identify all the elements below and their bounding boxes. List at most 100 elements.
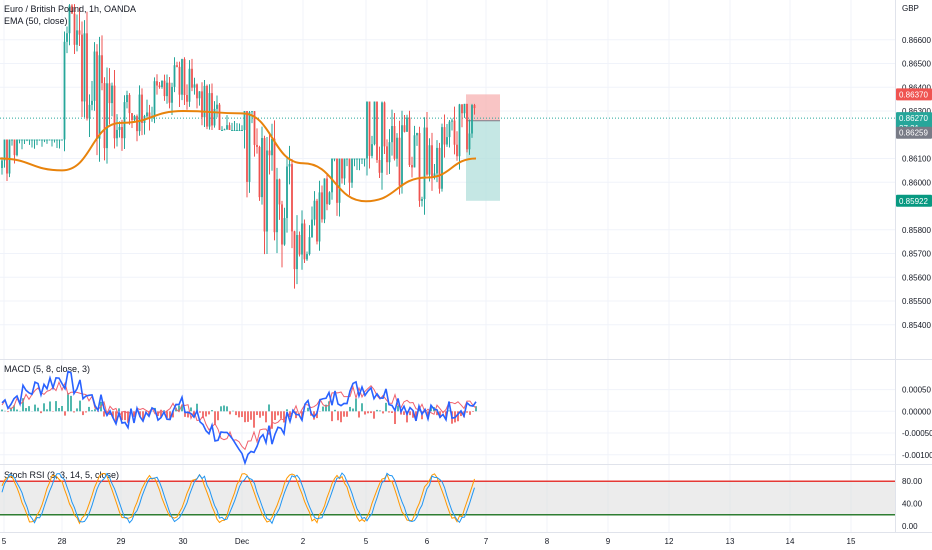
candle-down[interactable] xyxy=(393,112,396,161)
candle-up[interactable] xyxy=(346,158,348,167)
candle-down[interactable] xyxy=(383,101,386,154)
candle-up[interactable] xyxy=(238,123,241,131)
candle-up[interactable] xyxy=(448,119,451,148)
candle-up[interactable] xyxy=(266,136,268,255)
candle-up[interactable] xyxy=(358,158,361,171)
candle-up[interactable] xyxy=(463,103,466,118)
candle-down[interactable] xyxy=(196,83,198,109)
candle-down[interactable] xyxy=(168,76,171,109)
candle-up[interactable] xyxy=(58,139,61,149)
candle-up[interactable] xyxy=(243,111,246,149)
candle-up[interactable] xyxy=(288,145,291,185)
candle-up[interactable] xyxy=(38,139,41,141)
candle-down[interactable] xyxy=(411,156,413,178)
candle-down[interactable] xyxy=(398,120,401,195)
candle-up[interactable] xyxy=(421,196,423,207)
candle-down[interactable] xyxy=(121,119,123,151)
candle-up[interactable] xyxy=(371,135,373,159)
candle-down[interactable] xyxy=(201,82,203,126)
candle-up[interactable] xyxy=(93,42,96,111)
candle-up[interactable] xyxy=(41,139,43,147)
candle-down[interactable] xyxy=(158,81,161,89)
candle-up[interactable] xyxy=(251,111,253,124)
candle-up[interactable] xyxy=(468,119,471,155)
candle-up[interactable] xyxy=(126,90,128,109)
ema-50-line[interactable] xyxy=(0,109,477,203)
candle-up[interactable] xyxy=(53,139,56,143)
candle-down[interactable] xyxy=(298,231,301,257)
candle-up[interactable] xyxy=(283,207,286,246)
candle-down[interactable] xyxy=(258,145,261,201)
candle-up[interactable] xyxy=(301,210,303,270)
candle-up[interactable] xyxy=(116,114,118,147)
candle-up[interactable] xyxy=(146,99,148,120)
candle-up[interactable] xyxy=(216,95,218,118)
candle-up[interactable] xyxy=(446,123,448,147)
candle-up[interactable] xyxy=(188,60,191,107)
candle-up[interactable] xyxy=(63,31,66,152)
candle-up[interactable] xyxy=(381,101,383,190)
candle-up[interactable] xyxy=(83,20,86,118)
candle-down[interactable] xyxy=(273,120,276,241)
candle-up[interactable] xyxy=(111,82,113,117)
candle-up[interactable] xyxy=(171,82,173,115)
candle-down[interactable] xyxy=(278,178,281,220)
candle-up[interactable] xyxy=(328,191,331,205)
candle-up[interactable] xyxy=(208,84,211,130)
candle-up[interactable] xyxy=(271,123,273,171)
candle-up[interactable] xyxy=(353,158,356,167)
candle-down[interactable] xyxy=(341,158,343,184)
candle-up[interactable] xyxy=(366,101,368,176)
candle-up[interactable] xyxy=(61,139,63,141)
candle-down[interactable] xyxy=(183,57,186,105)
candle-up[interactable] xyxy=(458,103,461,170)
candle-up[interactable] xyxy=(413,125,416,168)
candle-up[interactable] xyxy=(276,167,278,254)
candle-up[interactable] xyxy=(236,123,238,131)
candle-up[interactable] xyxy=(18,139,21,144)
candle-up[interactable] xyxy=(11,139,13,146)
candle-up[interactable] xyxy=(173,57,176,93)
candle-down[interactable] xyxy=(228,122,231,130)
candle-down[interactable] xyxy=(218,102,221,130)
candle-down[interactable] xyxy=(431,132,433,191)
candle-down[interactable] xyxy=(186,84,188,110)
candle-up[interactable] xyxy=(308,225,311,256)
candle-down[interactable] xyxy=(131,113,133,128)
candle-up[interactable] xyxy=(43,139,46,143)
candle-down[interactable] xyxy=(253,111,256,157)
candle-down[interactable] xyxy=(368,101,371,169)
candle-down[interactable] xyxy=(163,74,166,101)
candle-down[interactable] xyxy=(408,110,411,167)
candle-down[interactable] xyxy=(461,104,463,128)
candle-up[interactable] xyxy=(261,126,263,205)
candle-up[interactable] xyxy=(91,80,93,111)
candle-up[interactable] xyxy=(361,158,363,165)
candle-down[interactable] xyxy=(113,69,116,149)
candle-up[interactable] xyxy=(333,158,336,162)
candle-up[interactable] xyxy=(296,215,298,285)
candle-up[interactable] xyxy=(143,114,146,135)
candle-up[interactable] xyxy=(26,139,28,142)
candle-up[interactable] xyxy=(106,67,108,164)
candle-down[interactable] xyxy=(453,106,456,155)
candle-down[interactable] xyxy=(293,230,296,289)
candle-up[interactable] xyxy=(233,121,236,131)
candle-up[interactable] xyxy=(31,139,33,148)
stoch-d-line[interactable] xyxy=(1,472,475,525)
candle-down[interactable] xyxy=(326,173,328,211)
candle-up[interactable] xyxy=(451,118,453,131)
candle-up[interactable] xyxy=(391,109,393,156)
candle-down[interactable] xyxy=(103,77,106,161)
candle-down[interactable] xyxy=(418,126,421,207)
candle-up[interactable] xyxy=(51,139,53,147)
candle-up[interactable] xyxy=(76,14,78,52)
candle-up[interactable] xyxy=(436,140,438,183)
candle-down[interactable] xyxy=(178,61,181,107)
candle-down[interactable] xyxy=(303,219,306,264)
candle-up[interactable] xyxy=(373,101,376,146)
candle-up[interactable] xyxy=(221,126,223,131)
candle-down[interactable] xyxy=(438,142,441,194)
candle-up[interactable] xyxy=(33,139,36,149)
candle-up[interactable] xyxy=(28,139,31,145)
